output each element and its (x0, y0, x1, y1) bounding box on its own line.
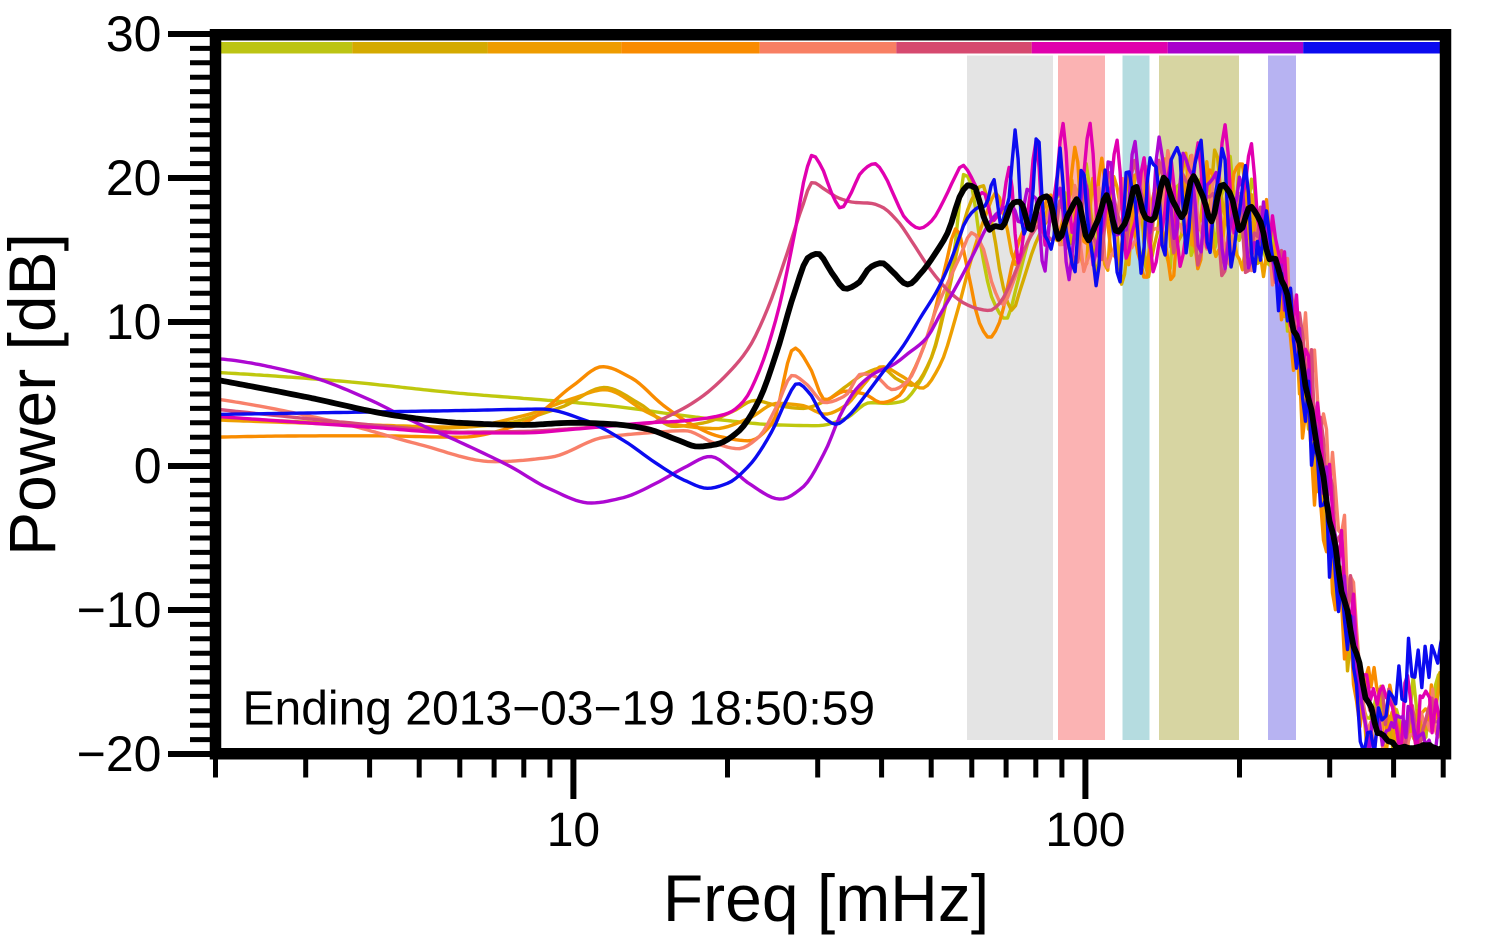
svg-text:−10: −10 (77, 582, 162, 638)
svg-text:10: 10 (106, 294, 162, 350)
svg-text:30: 30 (106, 6, 162, 62)
svg-text:Freq [mHz]: Freq [mHz] (663, 861, 989, 935)
svg-text:Power [dB]: Power [dB] (0, 233, 69, 556)
svg-text:Ending 2013−03−19 18:50:59: Ending 2013−03−19 18:50:59 (243, 683, 876, 736)
svg-text:−20: −20 (77, 726, 162, 782)
svg-text:0: 0 (134, 438, 162, 494)
svg-text:20: 20 (106, 150, 162, 206)
svg-text:10: 10 (547, 804, 600, 857)
svg-text:100: 100 (1045, 804, 1125, 857)
